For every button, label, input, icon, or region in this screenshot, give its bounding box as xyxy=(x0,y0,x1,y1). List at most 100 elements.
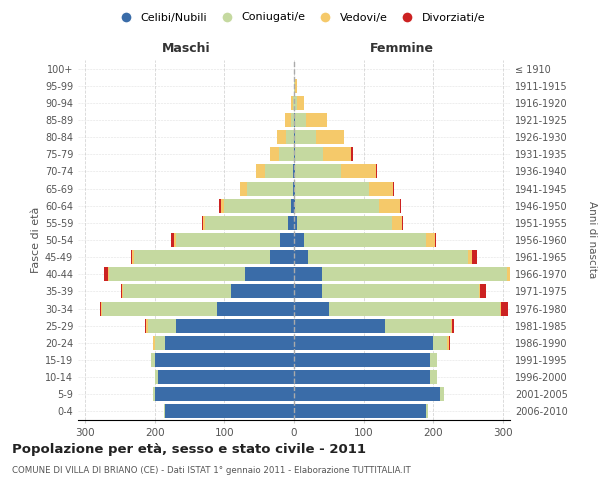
Bar xyxy=(294,164,295,178)
Bar xyxy=(294,268,322,281)
Bar xyxy=(289,216,294,230)
Bar xyxy=(220,198,294,212)
Bar xyxy=(247,182,294,196)
Bar xyxy=(153,336,294,350)
Bar xyxy=(155,353,294,367)
Bar xyxy=(294,318,452,332)
Bar xyxy=(294,96,304,110)
Bar xyxy=(109,268,294,281)
Bar xyxy=(241,182,294,196)
Bar xyxy=(294,198,401,212)
Bar xyxy=(294,233,304,247)
Bar xyxy=(203,216,294,230)
Bar xyxy=(294,284,322,298)
Bar xyxy=(294,78,297,92)
Bar xyxy=(294,268,506,281)
Bar xyxy=(256,164,294,178)
Bar xyxy=(294,96,304,110)
Bar xyxy=(100,302,294,316)
Bar xyxy=(294,353,437,367)
Bar xyxy=(294,250,468,264)
Text: Popolazione per età, sesso e stato civile - 2011: Popolazione per età, sesso e stato civil… xyxy=(12,442,366,456)
Bar xyxy=(294,148,295,162)
Bar xyxy=(294,353,430,367)
Bar xyxy=(294,164,376,178)
Bar xyxy=(294,250,308,264)
Bar xyxy=(294,336,433,350)
Bar xyxy=(155,370,294,384)
Bar xyxy=(280,233,294,247)
Bar xyxy=(286,130,294,144)
Bar xyxy=(176,233,294,247)
Bar xyxy=(294,404,428,418)
Bar xyxy=(294,336,447,350)
Bar xyxy=(265,164,294,178)
Bar xyxy=(271,148,294,162)
Bar xyxy=(256,164,294,178)
Bar xyxy=(153,388,294,402)
Bar xyxy=(293,182,294,196)
Bar xyxy=(294,113,295,127)
Bar xyxy=(164,404,294,418)
Bar xyxy=(294,302,500,316)
Bar xyxy=(294,318,451,332)
Bar xyxy=(170,233,294,247)
Bar xyxy=(245,268,294,281)
Bar xyxy=(294,404,428,418)
Bar xyxy=(224,198,294,212)
Bar xyxy=(121,284,294,298)
Bar xyxy=(294,302,329,316)
Bar xyxy=(294,216,392,230)
Bar xyxy=(294,216,298,230)
Bar xyxy=(294,388,444,402)
Bar xyxy=(294,130,344,144)
Bar xyxy=(294,233,436,247)
Bar xyxy=(294,284,485,298)
Bar xyxy=(133,250,294,264)
Bar xyxy=(294,130,344,144)
Bar xyxy=(221,198,294,212)
Bar xyxy=(277,130,294,144)
Bar xyxy=(205,216,294,230)
Bar xyxy=(294,388,444,402)
Bar xyxy=(293,164,294,178)
Bar xyxy=(294,404,427,418)
Bar xyxy=(294,233,435,247)
Bar xyxy=(294,250,472,264)
Bar xyxy=(294,318,454,332)
Bar xyxy=(174,233,294,247)
Bar xyxy=(294,148,323,162)
Bar xyxy=(290,198,294,212)
Bar xyxy=(294,164,341,178)
Bar xyxy=(155,336,294,350)
Bar xyxy=(294,113,327,127)
Bar xyxy=(155,388,294,402)
Bar xyxy=(294,148,353,162)
Bar xyxy=(294,404,428,418)
Bar xyxy=(158,370,294,384)
Bar xyxy=(164,404,294,418)
Bar xyxy=(134,250,294,264)
Bar xyxy=(294,370,437,384)
Bar xyxy=(294,182,393,196)
Bar xyxy=(145,318,294,332)
Bar xyxy=(294,353,437,367)
Text: Femmine: Femmine xyxy=(370,42,434,55)
Bar xyxy=(231,284,294,298)
Bar xyxy=(151,353,294,367)
Bar xyxy=(294,198,400,212)
Bar xyxy=(294,113,327,127)
Bar xyxy=(294,182,368,196)
Bar xyxy=(294,268,510,281)
Text: Anni di nascita: Anni di nascita xyxy=(587,202,597,278)
Bar xyxy=(271,148,294,162)
Bar xyxy=(277,130,294,144)
Bar xyxy=(294,78,295,92)
Bar xyxy=(151,353,294,367)
Bar xyxy=(294,216,403,230)
Bar xyxy=(217,302,294,316)
Bar xyxy=(294,302,508,316)
Bar xyxy=(294,164,377,178)
Bar xyxy=(294,148,351,162)
Bar xyxy=(293,96,294,110)
